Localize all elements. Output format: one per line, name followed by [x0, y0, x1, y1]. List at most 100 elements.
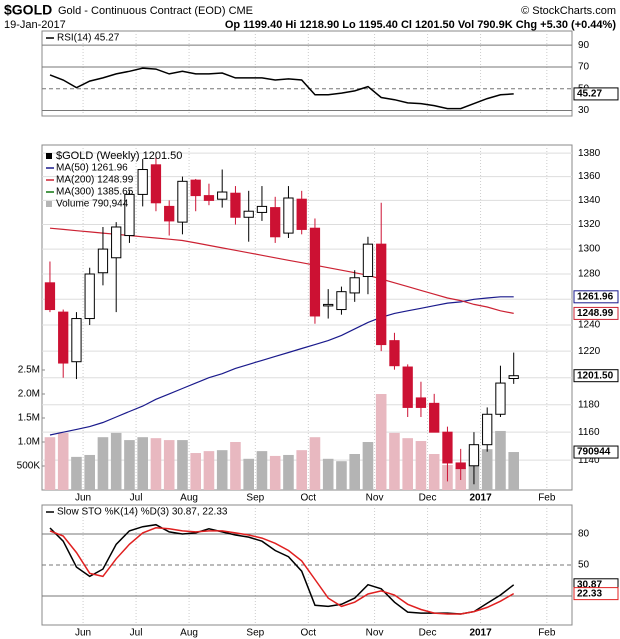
value-tag: [573, 445, 619, 459]
volume-bar: [137, 437, 148, 490]
candle-body: [455, 462, 466, 470]
series-line: [49, 67, 514, 110]
volume-bar: [283, 454, 294, 490]
x-tick-label: Nov: [366, 628, 384, 639]
y-tick-label: 1320: [578, 219, 601, 230]
volume-bar: [150, 438, 162, 490]
x-tick-label: Feb: [538, 628, 556, 639]
volume-bar: [97, 437, 109, 490]
symbol: $GOLD: [4, 2, 52, 18]
value-tag-label: 30.87: [577, 579, 602, 590]
candle-body: [389, 340, 400, 367]
candle-body: [230, 192, 241, 218]
candle-body: [190, 179, 201, 197]
volume-bar: [44, 437, 56, 490]
date: 19-Jan-2017: [4, 19, 66, 31]
candle-body: [495, 382, 506, 415]
x-tick-label: Dec: [419, 628, 437, 639]
candle-body: [256, 205, 268, 213]
volume-bar: [230, 442, 241, 490]
candle-body: [58, 311, 69, 364]
volume-bar: [495, 430, 506, 490]
value-tag-label: 22.33: [577, 588, 602, 599]
candle-body: [482, 413, 493, 446]
x-tick-label: Aug: [180, 493, 198, 504]
credit: © StockCharts.com: [521, 5, 616, 17]
y-tick-label: 1180: [578, 399, 600, 410]
volume-bar: [256, 451, 268, 490]
volume-bar: [243, 458, 254, 490]
x-tick-label: Dec: [419, 493, 437, 504]
y-tick-label: 90: [578, 40, 590, 51]
candle-body: [309, 227, 321, 317]
y-tick-label: 1300: [578, 244, 601, 255]
candle-body: [376, 243, 387, 346]
candle-body: [296, 198, 307, 230]
candle-body: [111, 226, 122, 259]
candle-body: [150, 164, 162, 204]
x-tick-label: Nov: [366, 493, 384, 504]
panel-title: $GOLD (Weekly) 1201.50: [56, 150, 182, 162]
y-tick-label: 70: [578, 62, 590, 73]
value-tag: [573, 87, 619, 101]
volume-bar: [415, 441, 427, 490]
volume-bar: [110, 432, 122, 490]
candle-body: [84, 273, 95, 320]
value-tag: [573, 290, 619, 304]
volume-bar: [362, 442, 374, 490]
volume-bar: [203, 451, 215, 490]
candle-body: [217, 191, 228, 200]
x-tick-label: Sep: [246, 628, 264, 639]
x-tick-label: Oct: [301, 628, 317, 639]
candle-body: [283, 197, 294, 234]
candle-body: [270, 207, 281, 238]
volume-bar: [84, 454, 95, 490]
candle-body: [177, 180, 188, 223]
candle-body: [508, 375, 519, 380]
volume-bar: [428, 454, 440, 490]
candle-body: [349, 277, 360, 294]
candle-body: [124, 193, 135, 237]
candle-body: [468, 444, 480, 467]
y-tick-label: 30: [578, 105, 590, 116]
volume-bar: [309, 437, 321, 490]
candle-body: [243, 210, 254, 218]
candle-body: [323, 303, 334, 307]
y-tick-label: 1240: [578, 320, 601, 331]
volume-bar: [163, 440, 175, 490]
volume-bar: [322, 458, 334, 490]
y2-tick-label: 500K: [17, 461, 41, 472]
y-tick-label: 50: [578, 560, 590, 571]
candle-body: [402, 366, 413, 408]
volume-bar: [216, 450, 228, 490]
candle-body: [336, 291, 347, 311]
legend-label: MA(50) 1261.96: [56, 163, 128, 174]
y-tick-label: 80: [578, 529, 590, 540]
volume-bar: [296, 450, 307, 490]
volume-bar: [349, 454, 360, 490]
volume-bar: [269, 455, 281, 490]
value-tag-label: 1261.96: [577, 291, 614, 302]
y-tick-label: 1220: [578, 346, 601, 357]
y-tick-label: 1140: [578, 455, 600, 466]
value-tag-label: 45.27: [577, 89, 602, 100]
volume-bar: [177, 440, 188, 490]
value-tag: [573, 369, 619, 383]
volume-bar: [71, 456, 82, 490]
quote: Op 1199.40 Hi 1218.90 Lo 1195.40 Cl 1201…: [225, 19, 616, 31]
candle-body: [71, 318, 82, 363]
y-tick-label: 1360: [578, 171, 601, 182]
value-tag-label: 1201.50: [577, 370, 614, 381]
volume-bar: [375, 394, 387, 490]
x-tick-label: Jun: [75, 628, 91, 639]
volume-bar: [481, 449, 493, 490]
x-tick-label: Sep: [246, 493, 264, 504]
y2-tick-label: 2.5M: [18, 365, 40, 376]
x-tick-label: 2017: [469, 628, 492, 639]
x-tick-label: Feb: [538, 493, 556, 504]
value-tag-label: 790944: [577, 447, 611, 458]
y-tick-label: 1160: [578, 427, 600, 438]
series-line: [49, 296, 514, 436]
panel-title: RSI(14) 45.27: [57, 33, 120, 44]
candle-body: [442, 431, 453, 464]
